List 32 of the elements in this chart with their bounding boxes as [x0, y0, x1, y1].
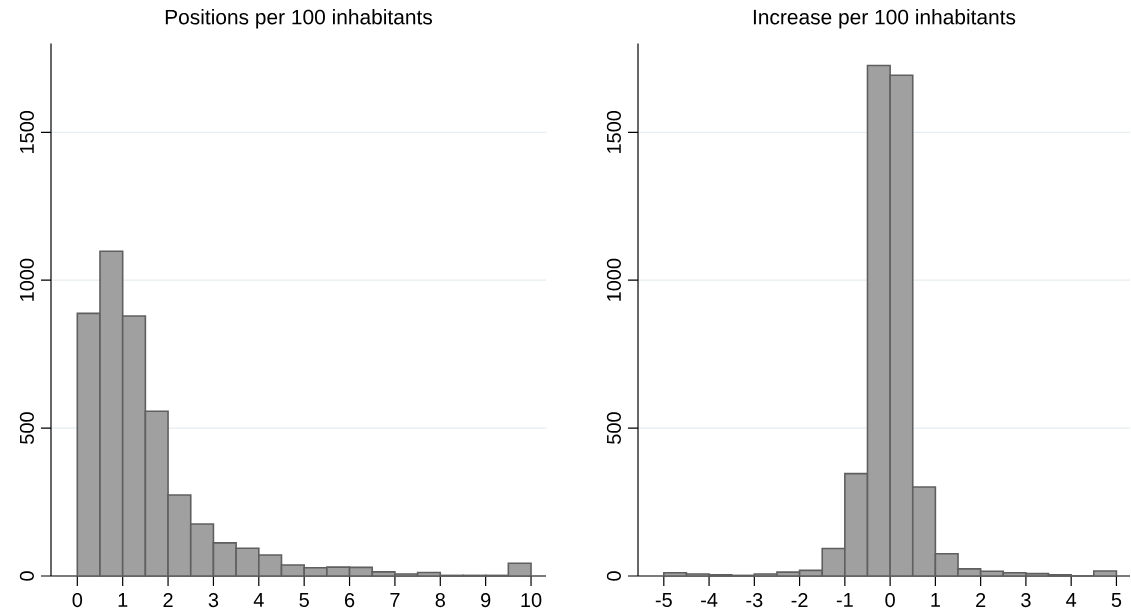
x-tick-label: 9	[481, 593, 491, 608]
x-tick-label: 5	[299, 593, 309, 607]
chart-title: Positions per 100 inhabitants	[165, 9, 432, 29]
y-tick-label: 1000	[19, 258, 34, 301]
x-tick-label: 6	[345, 593, 355, 608]
x-tick-label: 4	[253, 593, 264, 607]
x-tick-label: 1	[118, 593, 128, 607]
y-tick-label: 0	[606, 571, 621, 581]
y-tick-label: 1500	[606, 110, 621, 153]
x-tick-label: -1	[836, 593, 853, 607]
x-tick-label: 7	[390, 593, 400, 607]
y-tick-label: 500	[19, 412, 34, 444]
x-tick-label: 0	[72, 593, 83, 608]
chart-title: Increase per 100 inhabitants	[753, 9, 1016, 29]
x-tick-label: 4	[1066, 593, 1077, 607]
y-tick-label: 500	[606, 412, 621, 444]
x-tick-label: 5	[1111, 593, 1122, 607]
x-tick-label: -5	[655, 593, 672, 607]
y-tick-label: 0	[19, 571, 34, 581]
x-tick-label: 3	[208, 593, 219, 608]
x-tick-label: 3	[1021, 593, 1031, 608]
y-tick-label: 1000	[606, 258, 621, 301]
y-tick-label: 1500	[19, 110, 34, 153]
x-tick-label: -4	[701, 593, 718, 607]
x-tick-label: 0	[885, 593, 895, 608]
x-tick-label: -3	[746, 593, 763, 608]
x-tick-label: 2	[163, 593, 173, 607]
x-tick-label: 10	[521, 593, 542, 608]
x-tick-label: 8	[435, 593, 445, 608]
x-tick-label: 2	[976, 593, 986, 607]
x-tick-label: -2	[791, 593, 808, 607]
x-tick-label: 1	[931, 593, 940, 607]
